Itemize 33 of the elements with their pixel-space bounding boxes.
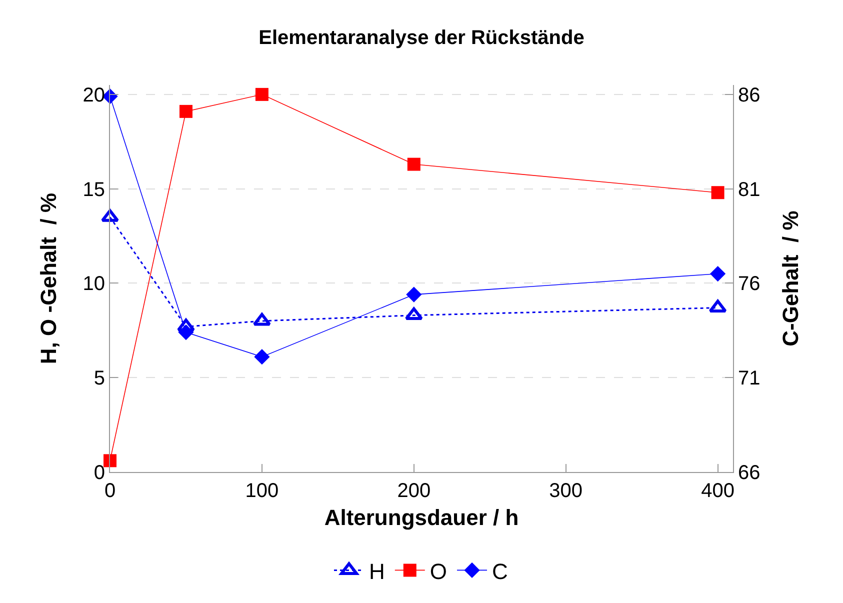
x-tick-label: 400	[701, 480, 734, 502]
y-tick-label: 15	[82, 178, 105, 201]
y2-tick-label: 86	[738, 84, 760, 106]
x-tick-label: 200	[397, 480, 431, 502]
x-tick-label: 300	[549, 480, 583, 502]
point	[404, 307, 423, 320]
point	[178, 324, 194, 340]
point	[711, 186, 724, 200]
legend-label: H	[369, 558, 385, 584]
y2-tick-label: 66	[738, 462, 760, 484]
y2-axis-title: C-Gehalt / %	[778, 210, 803, 346]
y-axis-title: H, O -Gehalt / %	[36, 192, 61, 364]
point	[708, 300, 727, 313]
legend-label: C	[492, 558, 508, 584]
x-tick-label: 100	[245, 480, 279, 502]
point	[255, 88, 268, 101]
y-tick-label: 5	[94, 368, 105, 390]
legend-label: O	[430, 558, 448, 584]
point	[179, 104, 192, 118]
point	[254, 349, 270, 365]
y2-tick-label: 71	[738, 368, 760, 390]
chart-title: Elementaranalyse der Rückstände	[258, 27, 584, 50]
x-axis-title: Alterungsdauer / h	[324, 504, 519, 530]
point	[252, 312, 271, 326]
y2-tick-label: 76	[738, 273, 760, 296]
point	[710, 266, 726, 282]
y-tick-label: 20	[82, 84, 105, 106]
point	[406, 286, 422, 302]
point	[407, 158, 420, 171]
y2-tick-label: 81	[738, 178, 760, 201]
y-tick-label: 0	[94, 462, 105, 484]
y-tick-label: 10	[82, 273, 105, 296]
point	[176, 318, 195, 332]
